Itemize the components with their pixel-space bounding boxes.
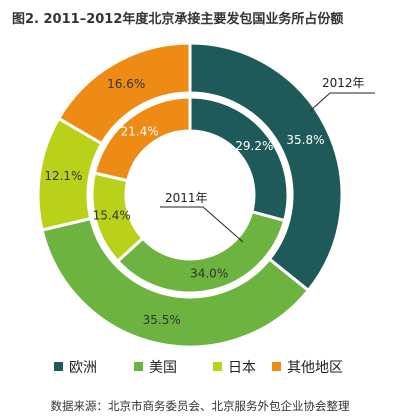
source-note: 数据来源：北京市商务委员会、北京服务外包企业协会整理 — [50, 399, 350, 413]
data-label-2011-japan: 15.4% — [93, 209, 131, 223]
series-label-2011: 2011年 — [165, 191, 208, 205]
legend-swatch-other — [272, 362, 281, 371]
legend-swatch-japan — [213, 362, 222, 371]
data-label-2012-japan: 12.1% — [44, 169, 82, 183]
chart-title: 图2. 2011–2012年度北京承接主要发包国业务所占份额 — [12, 12, 344, 27]
data-label-2011-usa: 34.0% — [190, 267, 228, 281]
series-label-2012: 2012年 — [322, 76, 365, 90]
legend: 欧洲 美国 日本 其他地区 — [54, 360, 343, 376]
slice-labels: 35.8% 35.5% 12.1% 16.6% 29.2% 34.0% 15.4% 21.4% — [44, 77, 324, 327]
data-label-2011-other: 21.4% — [120, 125, 158, 139]
callout-line-2012 — [309, 92, 375, 112]
legend-label-usa: 美国 — [149, 360, 177, 376]
slice-2012-usa — [40, 216, 311, 349]
legend-swatch-europe — [54, 362, 63, 371]
slice-2012-europe — [188, 41, 344, 293]
slice-2011-usa — [115, 209, 287, 295]
inner-ring-2011 — [90, 95, 290, 295]
legend-label-europe: 欧洲 — [69, 360, 97, 376]
callout-line-2011 — [160, 206, 244, 243]
data-label-2012-europe: 35.8% — [286, 133, 324, 147]
data-label-2012-usa: 35.5% — [143, 313, 181, 327]
data-label-2012-other: 16.6% — [107, 77, 145, 91]
data-label-2011-europe: 29.2% — [235, 139, 273, 153]
legend-label-japan: 日本 — [228, 360, 256, 376]
legend-label-other: 其他地区 — [287, 360, 343, 376]
legend-swatch-usa — [134, 362, 143, 371]
outer-ring-2012 — [36, 41, 344, 349]
slice-2011-other — [92, 95, 192, 183]
slice-2012-other — [56, 41, 192, 146]
